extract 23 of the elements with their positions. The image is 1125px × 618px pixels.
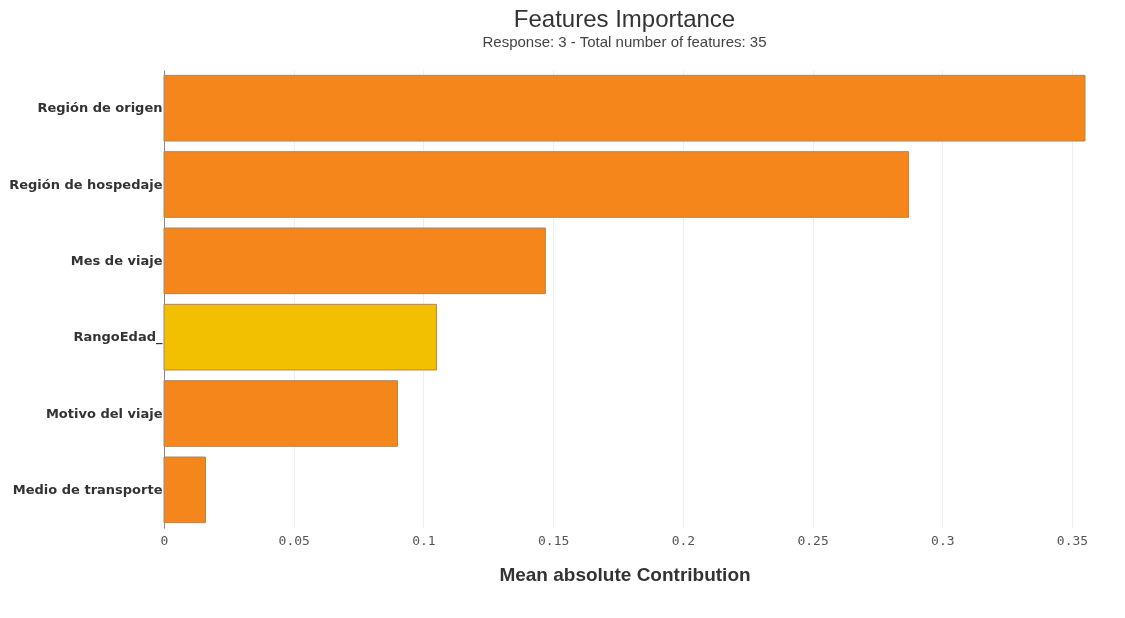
bar <box>163 456 207 524</box>
x-tick-label: 0.05 <box>278 532 310 548</box>
x-tick-label: 0.25 <box>797 532 829 548</box>
y-tick-label: Medio de transporte <box>12 481 163 497</box>
y-tick-label: Motivo del viaje <box>45 405 163 421</box>
x-tick-label: 0.35 <box>1056 532 1089 548</box>
y-tick-label: Región de origen <box>37 100 163 116</box>
x-tick-label: 0 <box>160 532 169 548</box>
y-tick-label: RangoEdad_ <box>73 329 163 346</box>
chart-subtitle: Response: 3 - Total number of features: 35 <box>482 33 767 50</box>
x-axis-title: Mean absolute Contribution <box>499 563 751 585</box>
bar <box>163 151 910 218</box>
x-tick-label: 0.2 <box>671 532 696 548</box>
bar <box>163 303 437 371</box>
chart-title: Features Importance <box>513 5 736 32</box>
x-tick-label: 0.15 <box>538 532 570 548</box>
bar <box>163 380 398 447</box>
bar <box>163 74 1086 142</box>
x-tick-label: 0.3 <box>931 532 955 548</box>
y-tick-label: Región de hospedaje <box>9 176 163 192</box>
bar <box>163 227 546 295</box>
y-tick-label: Mes de viaje <box>70 252 163 268</box>
x-tick-label: 0.1 <box>412 532 436 548</box>
